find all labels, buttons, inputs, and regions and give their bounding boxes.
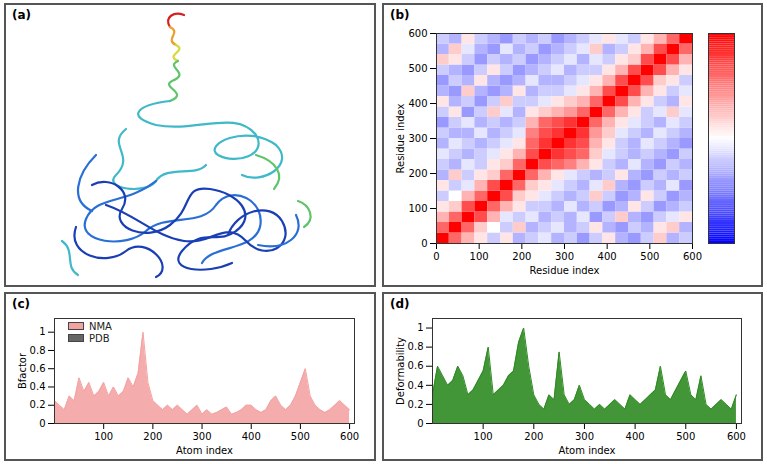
- svg-text:0.8: 0.8: [30, 345, 46, 356]
- svg-text:1: 1: [39, 326, 45, 337]
- svg-text:0.6: 0.6: [30, 363, 46, 374]
- html-text:(a): (a): [12, 8, 32, 22]
- svg-text:0.4: 0.4: [408, 380, 424, 391]
- svg-text:Atom index: Atom index: [176, 445, 233, 456]
- svg-text:200: 200: [143, 431, 162, 442]
- svg-text:500: 500: [676, 431, 695, 442]
- svg-text:100: 100: [470, 251, 489, 262]
- svg-text:0.6: 0.6: [408, 360, 424, 371]
- svg-text:Deformability: Deformability: [395, 337, 406, 405]
- svg-text:Atom index: Atom index: [559, 445, 616, 456]
- html-text:(d): (d): [390, 297, 410, 311]
- svg-text:600: 600: [340, 431, 359, 442]
- svg-text:400: 400: [242, 431, 261, 442]
- svg-text:300: 300: [192, 431, 211, 442]
- svg-text:500: 500: [640, 251, 659, 262]
- svg-text:500: 500: [408, 63, 427, 74]
- svg-text:400: 400: [598, 251, 617, 262]
- svg-text:0: 0: [39, 418, 45, 429]
- svg-text:200: 200: [408, 168, 427, 179]
- svg-text:0.2: 0.2: [408, 399, 424, 410]
- svg-text:0.4: 0.4: [30, 381, 46, 392]
- svg-text:600: 600: [727, 431, 746, 442]
- svg-text:0: 0: [433, 251, 439, 262]
- svg-text:600: 600: [408, 28, 427, 39]
- svg-text:Bfactor: Bfactor: [17, 352, 28, 389]
- svg-text:400: 400: [626, 431, 645, 442]
- html-text:(b): (b): [390, 8, 410, 22]
- svg-text:100: 100: [474, 431, 493, 442]
- svg-text:300: 300: [555, 251, 574, 262]
- html-text:PDB: PDB: [89, 332, 110, 344]
- html-text:(c): (c): [12, 297, 31, 311]
- svg-text:200: 200: [524, 431, 543, 442]
- svg-text:0.8: 0.8: [408, 341, 424, 352]
- svg-text:0: 0: [417, 418, 423, 429]
- svg-text:1: 1: [417, 322, 423, 333]
- svg-text:300: 300: [575, 431, 594, 442]
- svg-text:300: 300: [408, 133, 427, 144]
- svg-text:400: 400: [408, 98, 427, 109]
- html-text:NMA: NMA: [89, 320, 112, 332]
- svg-text:500: 500: [291, 431, 310, 442]
- svg-text:200: 200: [512, 251, 531, 262]
- svg-text:600: 600: [683, 251, 702, 262]
- svg-text:100: 100: [408, 203, 427, 214]
- svg-text:0: 0: [421, 238, 427, 249]
- svg-text:Residue index: Residue index: [395, 103, 406, 173]
- svg-text:0.2: 0.2: [30, 399, 46, 410]
- svg-text:Residue index: Residue index: [529, 265, 599, 276]
- svg-text:100: 100: [94, 431, 113, 442]
